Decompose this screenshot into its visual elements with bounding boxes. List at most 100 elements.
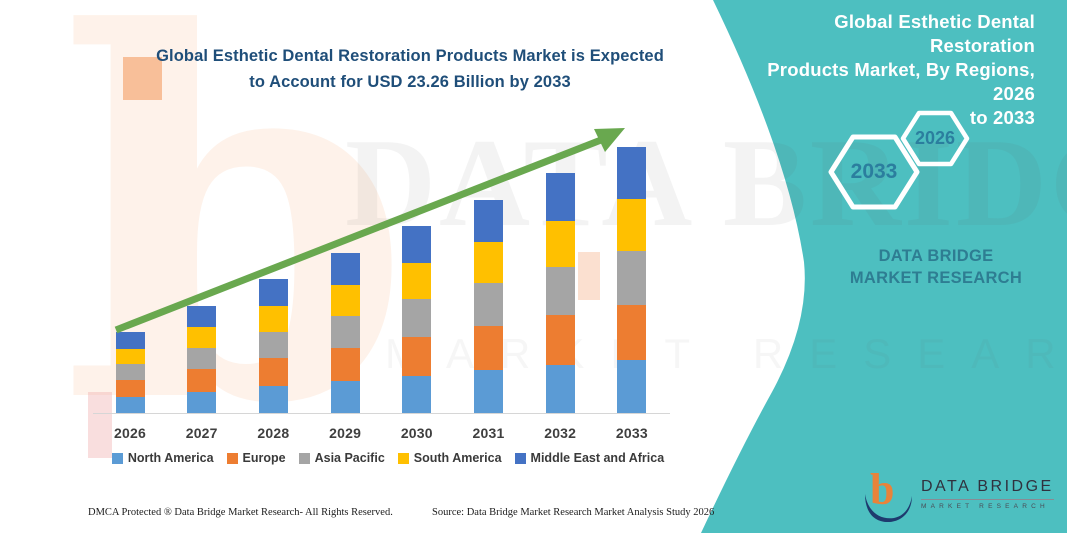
- bar-2028: [258, 279, 288, 413]
- chart-title-line1: Global Esthetic Dental Restoration Produ…: [156, 47, 664, 65]
- bar-segment-europe: [402, 336, 432, 376]
- chart-plot-area: 2026 2027 2028 2029 2030 2031 2032 2033: [88, 120, 688, 470]
- legend-item: South America: [397, 451, 502, 465]
- hexagon-year-label: 2026: [914, 128, 956, 148]
- x-axis-label-2029: 2029: [329, 425, 362, 441]
- x-axis-label-2027: 2027: [185, 425, 218, 441]
- bar-segment-south-america: [115, 348, 145, 365]
- teal-shape: [701, 0, 1067, 533]
- hexagon-2033: 2033: [828, 132, 920, 212]
- legend-swatch-icon: [298, 452, 310, 464]
- bar-2029: [330, 253, 360, 413]
- bar-segment-asia-pacific: [258, 331, 288, 359]
- legend-swatch-icon: [397, 452, 409, 464]
- source-text: Source: Data Bridge Market Research Mark…: [432, 507, 715, 518]
- bar-2026: [115, 332, 145, 413]
- chart-title-line2: to Account for USD 23.26 Billion by 2033: [249, 72, 571, 91]
- bar-segment-middle-east-and-africa: [545, 173, 575, 221]
- bar-segment-south-america: [545, 220, 575, 268]
- legend-item: North America: [111, 451, 214, 465]
- bar-segment-north-america: [617, 359, 647, 413]
- bar-segment-europe: [115, 379, 145, 397]
- hexagon-2026: 2026: [900, 109, 970, 168]
- x-axis-line: [93, 413, 670, 414]
- legend-swatch-icon: [514, 452, 526, 464]
- legend-label: Europe: [242, 451, 286, 465]
- bar-segment-asia-pacific: [617, 251, 647, 305]
- bar-segment-north-america: [258, 386, 288, 413]
- bar-2027: [187, 305, 217, 413]
- bar-2030: [402, 226, 432, 413]
- bar-segment-asia-pacific: [545, 267, 575, 316]
- legend: North America Europe Asia Pacific South Ame…: [88, 451, 688, 465]
- data-bridge-logo: b DATA BRIDGE MARKET RESEARCH: [862, 465, 1054, 523]
- x-axis-label-2030: 2030: [400, 425, 433, 441]
- chart-title: Global Esthetic Dental Restoration Produ…: [120, 44, 700, 95]
- legend-item: Middle East and Africa: [514, 451, 665, 465]
- bar-segment-europe: [330, 347, 360, 382]
- x-axis-label-2028: 2028: [257, 425, 290, 441]
- bar-segment-north-america: [330, 381, 360, 413]
- legend-label: North America: [127, 451, 214, 465]
- bar-segment-middle-east-and-africa: [330, 253, 360, 285]
- hexagon-outline-icon: [828, 134, 920, 210]
- bar-segment-europe: [617, 304, 647, 360]
- x-axis-label-2026: 2026: [114, 425, 146, 441]
- bar-segment-middle-east-and-africa: [187, 305, 217, 328]
- bar-2032: [545, 173, 575, 413]
- bar-segment-europe: [258, 358, 288, 387]
- logo-subtitle: MARKET RESEARCH: [921, 503, 1049, 510]
- bar-segment-europe: [545, 315, 575, 365]
- bar-segment-europe: [474, 326, 503, 371]
- bar-segment-south-america: [330, 284, 360, 316]
- bar-segment-south-america: [187, 327, 217, 348]
- side-panel-title-line3: to 2033: [969, 107, 1035, 129]
- side-panel-title: Global Esthetic Dental Restoration Produ…: [735, 10, 1035, 130]
- bar-2031: [474, 199, 503, 413]
- bar-segment-north-america: [187, 391, 217, 413]
- legend-label: South America: [413, 451, 502, 465]
- bar-segment-asia-pacific: [330, 315, 360, 348]
- bar-segment-south-america: [617, 199, 647, 252]
- bar-segment-south-america: [258, 305, 288, 332]
- bar-segment-middle-east-and-africa: [617, 146, 647, 200]
- bar-segment-asia-pacific: [187, 347, 217, 370]
- x-axis-label-2031: 2031: [472, 425, 505, 441]
- svg-text:b: b: [870, 466, 894, 514]
- bar-segment-south-america: [474, 242, 503, 284]
- logo-name: DATA BRIDGE: [921, 478, 1054, 500]
- bar-segment-south-america: [402, 263, 432, 300]
- legend-label: Asia Pacific: [314, 451, 385, 465]
- hexagon-outline-icon: [900, 110, 970, 167]
- copyright-text: DMCA Protected ® Data Bridge Market Rese…: [88, 507, 393, 518]
- legend-label: Middle East and Africa: [530, 451, 665, 465]
- bar-segment-asia-pacific: [474, 283, 503, 327]
- bar-segment-asia-pacific: [402, 299, 432, 337]
- bar-segment-middle-east-and-africa: [258, 279, 288, 306]
- bar-segment-north-america: [545, 365, 575, 413]
- brand-name-text: DATA BRIDGE MARKET RESEARCH: [849, 247, 1023, 288]
- legend-swatch-icon: [226, 452, 238, 464]
- bar-2033: [617, 146, 647, 413]
- bar-segment-north-america: [402, 375, 432, 413]
- side-panel-title-line1: Global Esthetic Dental Restoration: [834, 11, 1035, 57]
- bar-segment-middle-east-and-africa: [474, 199, 503, 243]
- bar-segment-europe: [187, 369, 217, 392]
- side-panel-title-line2: Products Market, By Regions, 2026: [767, 59, 1035, 105]
- legend-item: Europe: [226, 451, 286, 465]
- x-axis-label-2033: 2033: [615, 425, 648, 441]
- hexagon-year-label: 2033: [850, 160, 898, 183]
- bar-segment-asia-pacific: [115, 364, 145, 380]
- bar-segment-north-america: [115, 397, 145, 413]
- data-bridge-logo-icon: b: [862, 465, 912, 523]
- bar-segment-middle-east-and-africa: [402, 226, 432, 264]
- bar-segment-north-america: [474, 370, 503, 413]
- legend-item: Asia Pacific: [298, 451, 385, 465]
- x-axis-label-2032: 2032: [544, 425, 577, 441]
- bar-segment-middle-east-and-africa: [115, 332, 145, 349]
- legend-swatch-icon: [111, 452, 123, 464]
- logo-text: DATA BRIDGE MARKET RESEARCH: [921, 478, 1054, 510]
- logo-b-icon: b: [865, 465, 912, 523]
